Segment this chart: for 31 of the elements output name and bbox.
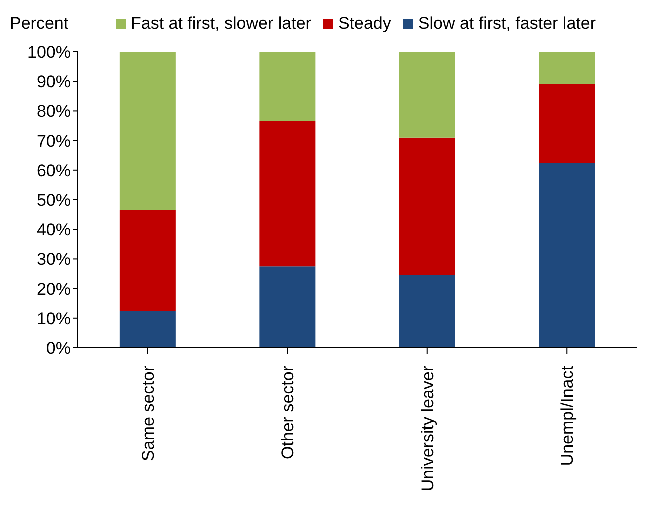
bar [399, 275, 456, 348]
y-tick-label: 50% [36, 191, 71, 210]
bar [120, 311, 176, 348]
bar [539, 163, 596, 348]
bar [260, 52, 316, 122]
x-tick-label: Unempl/Inact [558, 366, 578, 466]
y-tick-label: 80% [36, 102, 71, 122]
y-tick-label: 100% [28, 43, 71, 62]
legend-label: Steady [338, 14, 392, 34]
bar [260, 122, 316, 267]
bar [260, 266, 316, 348]
legend-label: Slow at first, faster later [418, 14, 596, 34]
bar [399, 138, 456, 276]
y-tick-label: 40% [36, 220, 71, 240]
x-tick-label: Other sector [278, 366, 298, 460]
bar [120, 52, 176, 210]
y-tick-label: 20% [36, 280, 71, 299]
bar [539, 84, 596, 163]
y-tick-label: 10% [36, 309, 71, 328]
y-axis-title: Percent [10, 14, 69, 34]
y-tick-label: 90% [36, 72, 71, 92]
x-tick-label: University leaver [418, 366, 438, 492]
y-tick-label: 60% [36, 161, 71, 180]
bar [120, 210, 176, 311]
y-tick-label: 70% [36, 132, 71, 151]
x-tick-label: Same sector [138, 366, 158, 462]
y-tick-label: 0% [46, 339, 71, 358]
y-tick-label: 30% [36, 250, 71, 270]
legend-label: Fast at first, slower later [131, 14, 312, 34]
bar [399, 52, 456, 138]
bar [539, 52, 596, 85]
